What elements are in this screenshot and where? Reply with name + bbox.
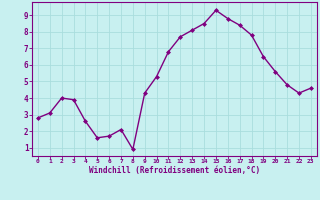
- X-axis label: Windchill (Refroidissement éolien,°C): Windchill (Refroidissement éolien,°C): [89, 166, 260, 175]
